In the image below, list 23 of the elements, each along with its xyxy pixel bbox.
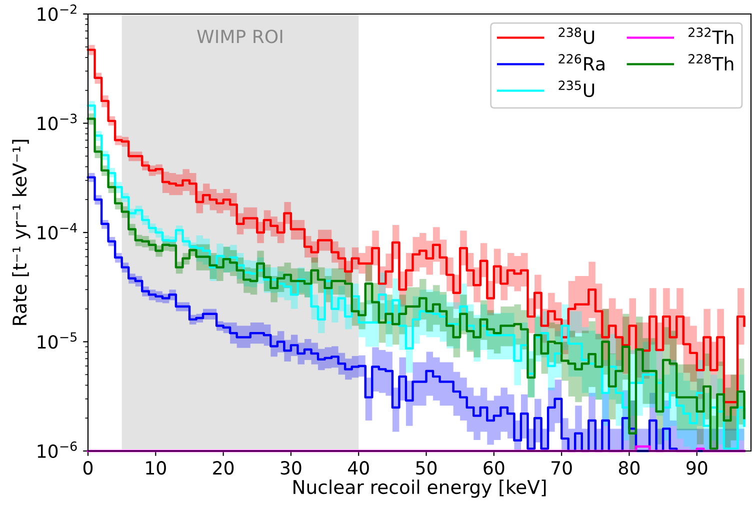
legend-label: $^{228}$Th (688, 54, 734, 70)
x-tick-label: 90 (686, 461, 708, 475)
band-label: WIMP ROI (197, 30, 282, 44)
y-tick-label: 10$^{−4}$ (38, 223, 77, 240)
x-tick-label: 50 (416, 461, 437, 475)
legend-label: $^{238}$U (558, 28, 594, 44)
x-tick-label: 30 (280, 461, 302, 475)
x-tick-label: 60 (484, 461, 504, 475)
legend-label: $^{226}$Ra (558, 54, 604, 71)
x-tick-label: 70 (552, 461, 572, 475)
legend-label: $^{232}$Th (688, 28, 734, 44)
x-tick-label: 0 (83, 461, 93, 475)
x-tick-label: 20 (213, 461, 234, 475)
y-axis-title: Rate [t⁻¹ yr⁻¹ keV⁻¹] (12, 140, 30, 325)
x-axis-title: Nuclear recoil energy [keV] (294, 480, 546, 498)
y-tick-label: 10$^{−2}$ (38, 4, 76, 21)
y-tick-label: 10$^{−5}$ (38, 332, 77, 349)
y-tick-label: 10$^{−6}$ (38, 441, 77, 458)
x-tick-label: 10 (146, 461, 166, 475)
x-tick-label: 80 (618, 461, 640, 475)
y-tick-label: 10$^{−3}$ (38, 114, 77, 130)
x-tick-label: 40 (348, 461, 369, 475)
legend-label: $^{235}$U (558, 80, 594, 98)
